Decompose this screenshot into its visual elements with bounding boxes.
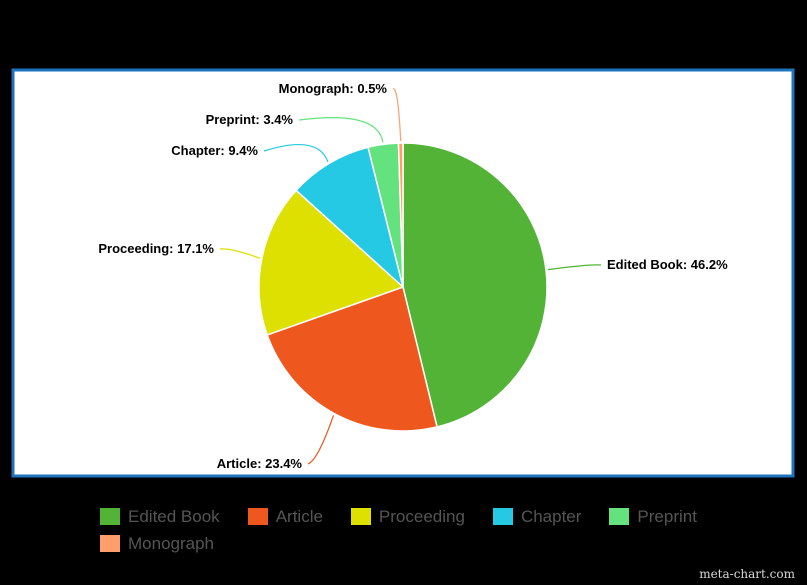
leader-line-edited-book [547, 264, 602, 271]
legend-label-monograph: Monograph [128, 533, 215, 553]
legend-label-chapter: Chapter [520, 506, 582, 526]
pie-slice-monograph[interactable] [397, 142, 404, 288]
leader-line-article [307, 415, 335, 465]
legend-item-proceeding[interactable]: Proceeding [350, 506, 465, 527]
slice-labels: Edited Book: 46.2% Article: 23.4% Proceedi… [98, 81, 728, 471]
legend-label-preprint: Preprint [637, 506, 697, 526]
pie-slice-proceeding[interactable] [258, 189, 405, 336]
leader-line-monograph [392, 88, 402, 142]
credit-text[interactable]: meta-chart.com [699, 567, 795, 581]
leader-line-preprint [298, 117, 384, 143]
legend-item-chapter[interactable]: Chapter [492, 506, 582, 527]
slice-label-chapter: Chapter: 9.4% [171, 143, 258, 158]
legend-label-edited-book: Edited Book [128, 506, 220, 526]
slice-label-preprint: Preprint: 3.4% [206, 112, 294, 127]
legend-row-1: Edited Book Article Proceeding Chapter P… [100, 503, 740, 530]
pie-slices [258, 142, 548, 432]
slice-label-monograph: Monograph: 0.5% [279, 81, 388, 96]
legend: Edited Book Article Proceeding Chapter P… [100, 503, 740, 557]
legend-row-2: Monograph [100, 530, 740, 557]
legend-item-preprint[interactable]: Preprint [609, 507, 697, 527]
slice-label-proceeding: Proceeding: 17.1% [98, 241, 214, 256]
legend-swatch-article [247, 508, 268, 525]
legend-item-article[interactable]: Article [247, 506, 323, 527]
legend-swatch-edited-book [100, 508, 120, 525]
leader-line-proceeding [219, 248, 261, 259]
legend-label-article: Article [275, 506, 323, 526]
slice-label-edited-book: Edited Book: 46.2% [607, 257, 728, 272]
legend-swatch-preprint [609, 508, 630, 525]
legend-swatch-chapter [492, 508, 513, 525]
leader-line-chapter [263, 144, 329, 163]
label-leaders [219, 88, 602, 465]
legend-swatch-proceeding [350, 508, 371, 525]
pie-slice-article[interactable] [266, 286, 438, 432]
legend-label-proceeding: Proceeding [378, 506, 465, 526]
slice-label-article: Article: 23.4% [217, 456, 303, 471]
legend-swatch-monograph [100, 535, 120, 552]
pie-slice-edited-book[interactable] [402, 142, 548, 428]
legend-item-monograph[interactable]: Monograph [100, 534, 214, 554]
legend-item-edited-book[interactable]: Edited Book [100, 507, 220, 527]
